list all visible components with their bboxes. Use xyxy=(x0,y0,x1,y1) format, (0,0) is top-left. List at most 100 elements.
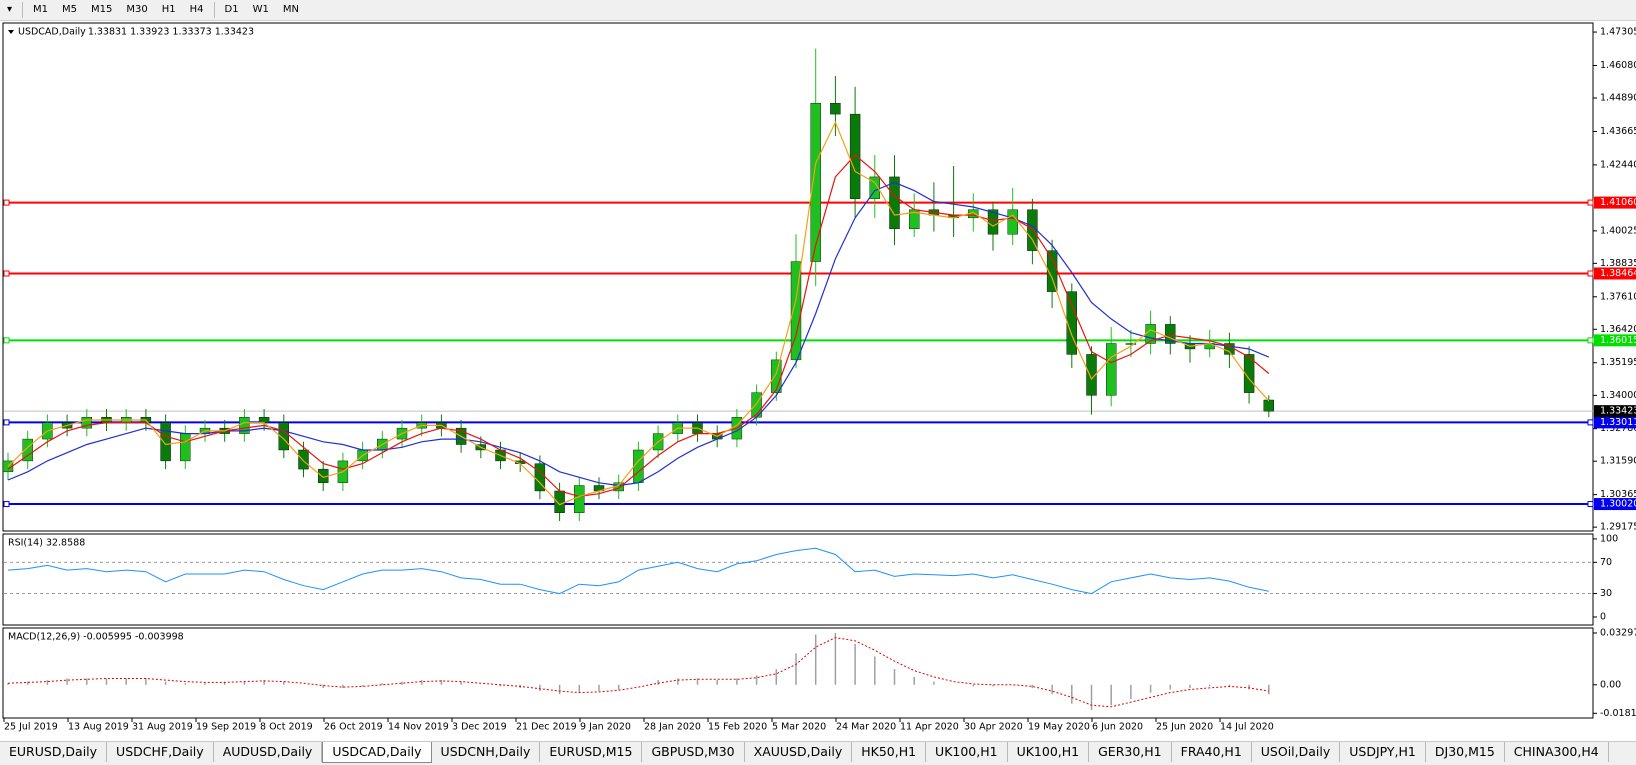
chart-tab[interactable]: XAUUSD,Daily xyxy=(745,742,853,762)
x-tick-label: 14 Jul 2020 xyxy=(1220,722,1274,733)
timeframe-button[interactable]: H4 xyxy=(189,4,204,15)
level-handle xyxy=(1587,501,1594,508)
y-tick-label: -0.01815 xyxy=(1600,708,1636,719)
x-tick-label: 13 Aug 2019 xyxy=(68,722,129,733)
moving-average xyxy=(7,154,1270,498)
y-tick-label: 1.43665 xyxy=(1600,126,1636,137)
level-label-bg xyxy=(1594,416,1636,429)
level-handle xyxy=(1587,337,1594,344)
chart-tab[interactable]: HK50,H1 xyxy=(852,742,927,762)
moving-average xyxy=(7,181,1270,487)
current-price-bg xyxy=(1594,405,1636,418)
level-label-bg xyxy=(1594,196,1636,209)
level-handle xyxy=(1587,419,1594,426)
separator xyxy=(22,2,24,18)
x-tick-label: 25 Jun 2020 xyxy=(1156,722,1213,733)
chart-tab[interactable]: USDJPY,H1 xyxy=(1340,742,1426,762)
chart-tab[interactable]: DJ30,M15 xyxy=(1426,742,1505,762)
candle-body xyxy=(1066,291,1078,355)
panel-frame xyxy=(2,533,1594,626)
timeframe-button[interactable]: W1 xyxy=(252,4,269,15)
y-tick-label: 1.40025 xyxy=(1600,225,1636,236)
candle-body xyxy=(849,113,861,199)
candle-body xyxy=(869,176,880,199)
y-tick-label: 1.36420 xyxy=(1600,324,1636,335)
level-handle xyxy=(3,270,10,277)
chart-tab[interactable]: EURUSD,Daily xyxy=(0,742,108,762)
candle-body xyxy=(81,417,93,429)
timeframe-button[interactable]: D1 xyxy=(224,4,239,15)
candle-body xyxy=(1165,324,1176,344)
y-tick-label: 1.47305 xyxy=(1600,27,1636,38)
level-label: 1.30020 xyxy=(1600,499,1636,510)
candle-body xyxy=(633,449,644,483)
level-label: 1.41060 xyxy=(1600,197,1636,208)
candle-body xyxy=(810,102,821,262)
y-tick-label: 1.34000 xyxy=(1600,390,1636,401)
signal-line xyxy=(7,637,1269,708)
y-tick-label: 0 xyxy=(1600,611,1606,622)
moving-average xyxy=(7,120,1270,506)
chart-tabs: EURUSD,Daily USDCHF,Daily AUDUSD,Daily USDC… xyxy=(0,741,1636,765)
chart-quote: 1.33831 1.33923 1.33373 1.33423 xyxy=(88,27,254,38)
candle-body xyxy=(1086,354,1097,396)
x-tick-label: 6 Jun 2020 xyxy=(1092,722,1143,733)
y-tick-label: 1.32780 xyxy=(1600,423,1636,434)
y-tick-label: 70 xyxy=(1600,557,1612,568)
panel-title: MACD(12,26,9) -0.005995 -0.003998 xyxy=(8,632,184,643)
chart-tab[interactable]: UK100,H1 xyxy=(1008,742,1090,762)
timeframe-button[interactable]: M30 xyxy=(126,4,148,15)
candle-body xyxy=(22,438,33,462)
chart-tab[interactable]: USDCNH,Daily xyxy=(432,742,541,762)
x-tick-label: 19 May 2020 xyxy=(1028,722,1090,733)
chart-tab[interactable]: GER30,H1 xyxy=(1089,742,1172,762)
chart-tab[interactable]: AUDUSD,Daily xyxy=(214,742,323,762)
toolbar-menu[interactable]: ▾ xyxy=(7,4,13,15)
level-handle xyxy=(3,501,10,508)
level-label: 1.33011 xyxy=(1600,417,1636,428)
title-arrow xyxy=(8,30,14,34)
timeframe-toolbar: ▾ M1 M5 M15 M30 H1 H4 D1 W1 MN xyxy=(0,0,1636,21)
timeframe-button[interactable]: H1 xyxy=(161,4,176,15)
timeframe-button[interactable]: M15 xyxy=(91,4,113,15)
chart-tab[interactable]: EURUSD,M15 xyxy=(540,742,643,762)
x-tick-label: 9 Jan 2020 xyxy=(580,722,631,733)
x-tick-label: 14 Nov 2019 xyxy=(388,722,449,733)
chart-tab[interactable]: UK100,H1 xyxy=(926,742,1008,762)
y-tick-label: 1.44890 xyxy=(1600,93,1636,104)
candle-body xyxy=(278,422,289,451)
chart-tab[interactable]: GBPUSD,M30 xyxy=(642,742,745,762)
timeframe-button[interactable]: MN xyxy=(282,4,299,15)
timeframe-button[interactable]: M1 xyxy=(33,4,49,15)
panel-frame xyxy=(2,22,1594,532)
chart: 1.47305 1.46080 1.44890 1.43665 1.42440 1.400… xyxy=(2,22,1636,733)
current-price-label: 1.33423 xyxy=(1600,406,1636,417)
timeframe-button[interactable]: M5 xyxy=(62,4,78,15)
x-tick-label: 28 Jan 2020 xyxy=(644,722,701,733)
candle-body xyxy=(258,417,270,423)
level-label-bg xyxy=(1594,498,1636,511)
level-handle xyxy=(3,419,10,426)
candle-body xyxy=(574,485,585,513)
x-tick-label: 24 Mar 2020 xyxy=(836,722,896,733)
chart-tab[interactable]: USDCAD,Daily xyxy=(322,742,432,763)
candle-body xyxy=(771,359,782,393)
chart-title: USDCAD,Daily xyxy=(18,27,86,38)
chart-tab[interactable]: CHINA300,H4 xyxy=(1505,742,1609,762)
level-label-bg xyxy=(1594,334,1636,347)
chart-tab[interactable]: FRA40,H1 xyxy=(1172,742,1252,762)
candle-body xyxy=(830,102,841,115)
x-tick-label: 15 Feb 2020 xyxy=(708,722,767,733)
candle-body xyxy=(1007,209,1018,235)
candle-body xyxy=(160,422,171,462)
candle-body xyxy=(554,490,565,513)
x-tick-label: 30 Apr 2020 xyxy=(964,722,1023,733)
y-tick-label: 1.37610 xyxy=(1600,291,1636,302)
x-tick-label: 31 Aug 2019 xyxy=(132,722,193,733)
y-tick-label: 1.46080 xyxy=(1600,60,1636,71)
panel-frame xyxy=(2,627,1594,719)
chart-tab[interactable]: USDCHF,Daily xyxy=(107,742,214,762)
y-tick-label: 1.38835 xyxy=(1600,258,1636,269)
chart-tab[interactable]: USOil,Daily xyxy=(1252,742,1341,762)
